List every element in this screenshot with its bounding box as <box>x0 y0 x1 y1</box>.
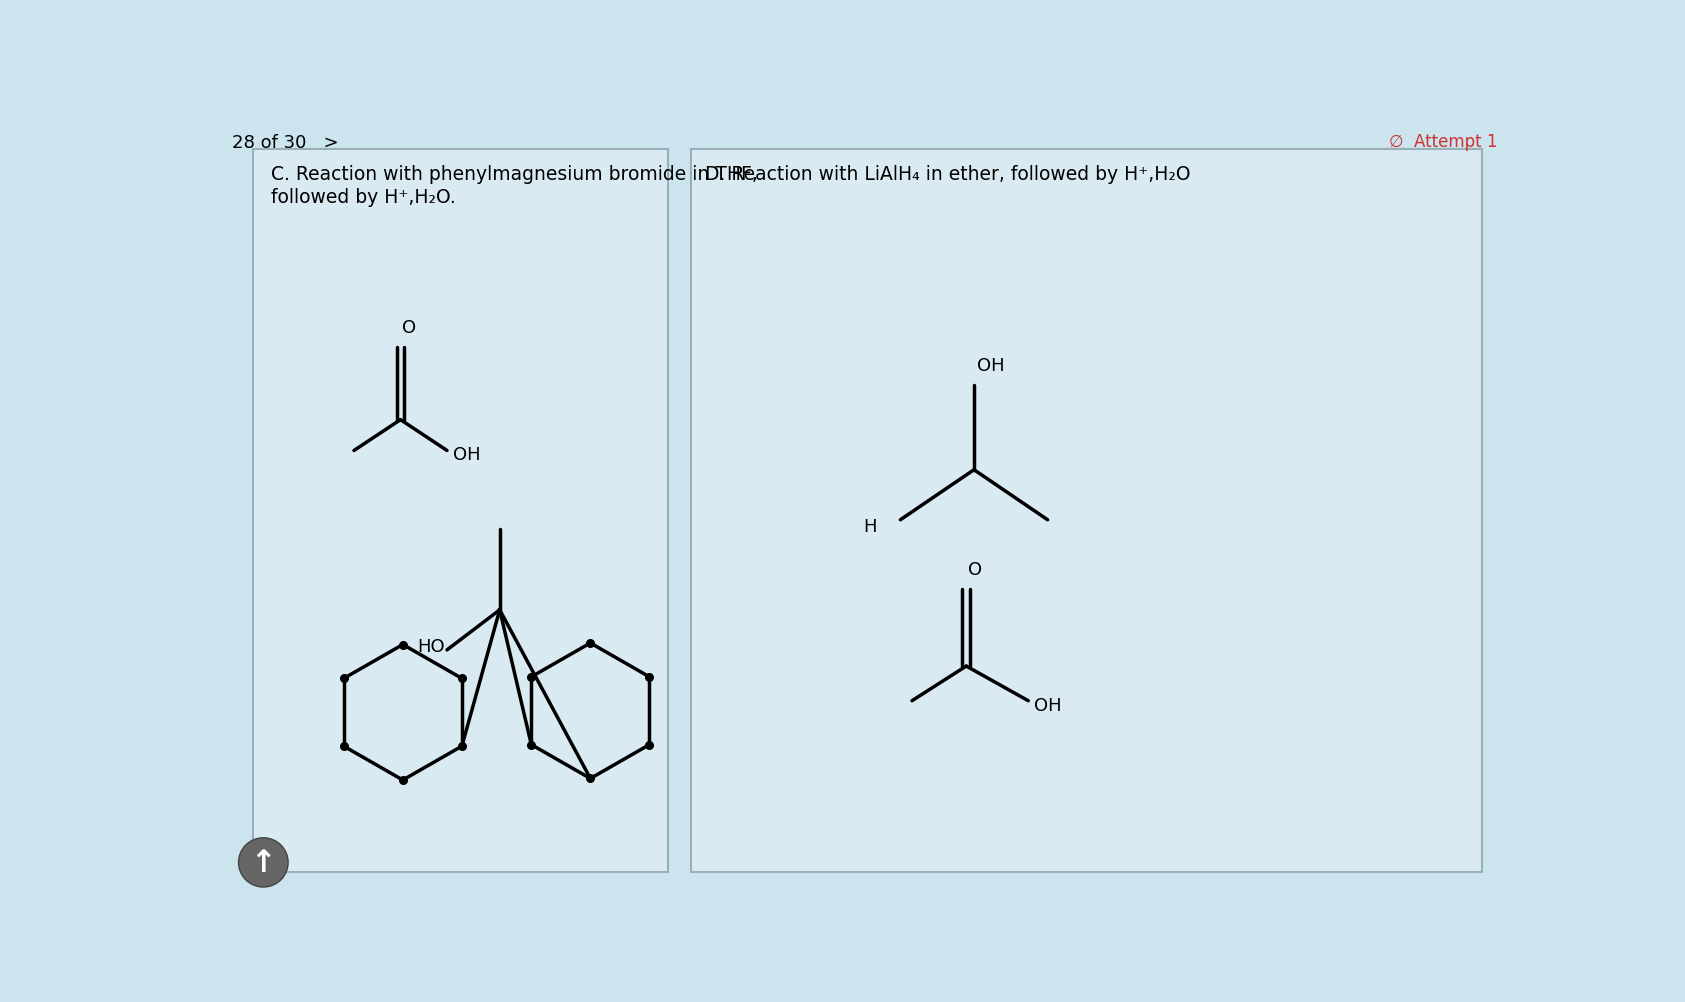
FancyBboxPatch shape <box>253 149 667 873</box>
Text: H: H <box>864 517 878 535</box>
Text: O: O <box>967 561 982 579</box>
Text: OH: OH <box>1035 695 1062 713</box>
Circle shape <box>239 838 288 887</box>
Text: O: O <box>403 319 416 337</box>
Text: HO: HO <box>418 637 445 655</box>
Text: OH: OH <box>453 446 480 464</box>
FancyBboxPatch shape <box>691 149 1481 873</box>
Text: ↑: ↑ <box>251 848 276 877</box>
Text: OH: OH <box>977 357 1004 375</box>
Text: 28 of 30   >: 28 of 30 > <box>233 134 339 152</box>
Text: C. Reaction with phenylmagnesium bromide in THF,: C. Reaction with phenylmagnesium bromide… <box>271 165 758 183</box>
Text: ∅  Attempt 1: ∅ Attempt 1 <box>1388 132 1498 150</box>
Text: D. Reaction with LiAlH₄ in ether, followed by H⁺,H₂O: D. Reaction with LiAlH₄ in ether, follow… <box>704 165 1191 183</box>
Text: followed by H⁺,H₂O.: followed by H⁺,H₂O. <box>271 188 457 207</box>
